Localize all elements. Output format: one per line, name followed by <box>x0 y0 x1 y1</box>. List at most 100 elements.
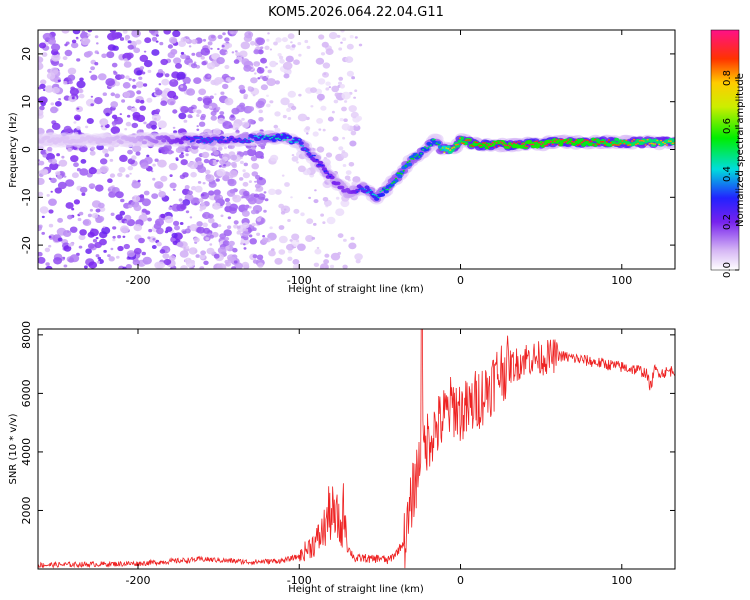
heatmap-speckle <box>121 99 126 103</box>
heatmap-ridge-cell <box>574 139 578 141</box>
heatmap-speckle <box>50 177 57 184</box>
heatmap-speckle <box>92 238 98 243</box>
heatmap-ridge-cell <box>654 143 657 145</box>
heatmap-ridge-cell <box>557 144 560 146</box>
heatmap-speckle <box>173 220 180 226</box>
heatmap-speckle <box>254 72 257 75</box>
heatmap-speckle <box>109 173 116 178</box>
heatmap-speckle <box>156 261 165 269</box>
snr-y-axis: 2000 4000 6000 8000 <box>20 321 675 525</box>
heatmap-ridge-cell <box>222 136 225 139</box>
heatmap-speckle <box>266 103 271 108</box>
heatmap-ridge-cell <box>640 139 643 142</box>
heatmap-speckle <box>152 177 156 181</box>
heatmap-speckle <box>111 114 118 120</box>
heatmap-ridge-cell <box>159 135 165 140</box>
heatmap-speckle <box>308 196 311 199</box>
heatmap-speckle <box>46 72 56 80</box>
heatmap-ridge-cell <box>493 146 496 148</box>
heatmap-speckle <box>252 259 259 264</box>
colorbar-tick-label: 0.6 <box>722 118 733 134</box>
heatmap-speckle <box>304 39 309 44</box>
heatmap-speckle <box>128 78 132 81</box>
heatmap-speckle <box>168 162 178 171</box>
heatmap-speckle <box>242 181 249 187</box>
heatmap-speckle <box>70 155 79 163</box>
heatmap-speckle <box>110 126 121 135</box>
heatmap-speckle <box>325 48 334 55</box>
heatmap-speckle <box>157 160 161 164</box>
heatmap-speckle <box>227 225 232 229</box>
heatmap-speckle <box>242 172 250 179</box>
colorbar-tick-label: 0.2 <box>722 214 733 230</box>
heatmap-speckle <box>233 220 239 225</box>
heatmap-speckle <box>119 210 126 216</box>
heatmap-speckle <box>253 61 261 67</box>
heatmap-speckle <box>292 259 300 265</box>
heatmap-speckle <box>48 209 54 214</box>
heatmap-speckle <box>215 178 220 182</box>
heatmap-speckle <box>180 152 184 155</box>
heatmap-speckle <box>243 162 248 167</box>
heatmap-speckle <box>278 225 285 230</box>
heatmap-ridge-cell <box>379 192 386 197</box>
heatmap-ridge-cell <box>389 186 392 189</box>
heatmap-speckle <box>182 199 191 206</box>
heatmap-speckle <box>182 172 189 178</box>
heatmap-ridge-cell <box>387 188 390 191</box>
heatmap-speckle <box>176 71 186 80</box>
heatmap-ridge-cell <box>214 139 218 141</box>
heatmap-ridge-cell <box>598 143 601 146</box>
heatmap-speckle <box>123 91 131 98</box>
heatmap-ridge-cell <box>394 177 398 180</box>
heatmap-ridge-cell <box>304 148 307 150</box>
heatmap-speckle <box>354 253 363 261</box>
heatmap-speckle <box>80 159 87 164</box>
heatmap-speckle <box>322 221 326 225</box>
heatmap-speckle <box>239 50 248 58</box>
heatmap-speckle <box>341 123 351 131</box>
heatmap-speckle <box>94 35 99 39</box>
heatmap-speckle <box>178 198 183 202</box>
heatmap-speckle <box>216 57 225 65</box>
x-tick-label: 100 <box>611 574 632 587</box>
heatmap-speckle <box>316 118 324 124</box>
heatmap-ridge-cell <box>244 138 247 140</box>
heatmap-ridge-cell <box>381 189 384 192</box>
heatmap-speckle <box>222 121 232 129</box>
x-tick-label: -100 <box>287 574 312 587</box>
heatmap-ridge-cell <box>662 141 665 144</box>
heatmap-speckle <box>306 45 311 50</box>
heatmap-speckle <box>119 113 123 116</box>
heatmap-speckle <box>262 235 265 238</box>
heatmap-speckle <box>224 197 230 203</box>
heatmap-speckle <box>220 214 224 218</box>
heatmap-speckle <box>160 58 168 66</box>
heatmap-speckle <box>132 259 140 266</box>
heatmap-speckle <box>241 196 244 199</box>
heatmap-ridge-cell <box>325 170 328 172</box>
heatmap-speckle <box>214 77 223 85</box>
heatmap-speckle <box>67 147 73 152</box>
heatmap-speckle <box>213 253 220 259</box>
heatmap-ridge-cell <box>437 143 440 146</box>
heatmap-speckle <box>191 39 198 45</box>
heatmap-speckle <box>110 92 116 97</box>
heatmap-speckle <box>85 248 92 254</box>
heatmap-ridge-cell <box>634 143 638 146</box>
heatmap-speckle <box>257 193 266 200</box>
heatmap-speckle <box>240 41 250 50</box>
heatmap-speckle <box>184 185 190 190</box>
heatmap-speckle <box>176 241 184 248</box>
heatmap-speckle <box>206 247 215 255</box>
heatmap-ridge-cell <box>218 138 221 141</box>
heatmap-speckle <box>340 199 350 208</box>
heatmap-speckle <box>132 78 136 82</box>
heatmap-speckle <box>277 53 282 57</box>
heatmap-ridge-cell <box>379 190 382 193</box>
heatmap-ridge-cell <box>228 139 231 141</box>
heatmap-speckle <box>201 61 207 66</box>
heatmap-speckle <box>254 183 261 189</box>
heatmap-speckle <box>131 155 137 160</box>
heatmap-ridge-cell <box>114 135 120 140</box>
